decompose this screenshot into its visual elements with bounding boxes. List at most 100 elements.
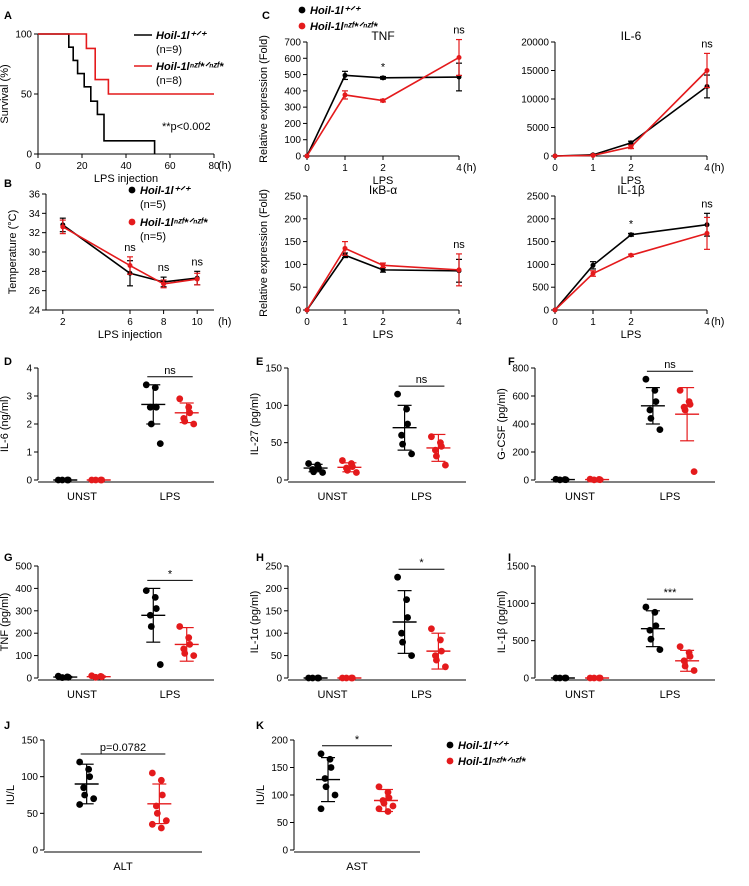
legend-n: (n=8) xyxy=(156,75,182,87)
x-tick-label: 1 xyxy=(342,163,348,174)
significance-label: ns xyxy=(701,198,713,210)
y-tick-label: 1000 xyxy=(527,260,550,271)
data-point xyxy=(646,626,654,634)
y-tick-label: 50 xyxy=(21,90,33,101)
x-tick-label: 0 xyxy=(35,161,41,172)
chart-title: IκB-α xyxy=(369,183,397,197)
x-category-label: UNST xyxy=(67,689,97,701)
x-tick-label: 1 xyxy=(590,163,596,174)
data-point xyxy=(590,271,596,277)
y-tick-label: 0 xyxy=(26,674,32,685)
y-tick-label: 0 xyxy=(276,674,282,685)
series-line xyxy=(554,69,708,157)
chart-panel-C-3: 0 5000 10000 15000 20000 0 1 2 4 (h) LPS IL-6 ns xyxy=(521,29,724,187)
significance-label: ns xyxy=(416,374,428,386)
series-line xyxy=(306,247,460,311)
data-point xyxy=(161,281,167,287)
y-tick-label: 150 xyxy=(265,364,282,375)
data-point xyxy=(190,420,198,428)
x-axis-unit: (h) xyxy=(218,160,231,172)
data-point xyxy=(162,817,170,825)
x-tick-label: 2 xyxy=(60,317,66,328)
y-axis-label: IU/L xyxy=(255,785,267,805)
series-line xyxy=(554,223,708,311)
y-tick-label: 150 xyxy=(21,736,38,747)
data-point xyxy=(690,667,698,674)
y-tick-label: 24 xyxy=(29,306,41,317)
panel-label: F xyxy=(508,356,515,368)
chart-panel-H: 0 50 100 150 200 250 IL-1α (pg/ml) UNST LPS * xyxy=(249,557,466,701)
significance-label: ns xyxy=(453,25,465,37)
x-category-label: LPS xyxy=(411,491,432,503)
legend-label: Hoil-1lⁿᶻᶠ*ᐟⁿᶻᶠ* xyxy=(310,21,378,33)
y-tick-label: 1000 xyxy=(507,599,530,610)
x-axis-unit: (h) xyxy=(711,162,724,174)
data-point xyxy=(398,431,405,439)
data-point xyxy=(628,252,634,258)
y-tick-label: 100 xyxy=(265,401,282,412)
x-tick-label: 2 xyxy=(628,163,634,174)
panel-label: C xyxy=(262,10,270,22)
legend-A: Hoil-1l⁺ᐟ⁺ (n=9) Hoil-1lⁿᶻᶠ*ᐟⁿᶻᶠ* (n=8) **p<… xyxy=(134,30,224,133)
data-point xyxy=(646,406,654,414)
y-tick-label: 0 xyxy=(32,846,38,857)
y-tick-label: 100 xyxy=(284,260,301,271)
panel-label: G xyxy=(4,552,13,564)
y-tick-label: 26 xyxy=(29,286,41,297)
x-axis-label: LPS xyxy=(373,329,394,341)
panel-label: E xyxy=(256,356,263,368)
chart-panel-D: 0 1 2 3 4 IL-6 (ng/ml) UNST LPS ns xyxy=(0,364,214,503)
y-axis-label: IL-27 (pg/ml) xyxy=(249,393,261,455)
data-point xyxy=(442,461,449,469)
data-point xyxy=(704,230,710,236)
x-tick-label: 80 xyxy=(208,161,220,172)
legend-n: (n=9) xyxy=(156,44,182,56)
data-point xyxy=(176,623,184,630)
data-point xyxy=(342,92,348,98)
y-tick-label: 500 xyxy=(532,283,549,294)
y-tick-label: 150 xyxy=(284,237,301,248)
y-tick-label: 200 xyxy=(512,448,529,459)
y-axis-label: Temperature (°C) xyxy=(7,210,19,294)
series-line xyxy=(554,232,708,311)
legend-C: Hoil-1l⁺ᐟ⁺ Hoil-1lⁿᶻᶠ*ᐟⁿᶻᶠ* xyxy=(298,5,378,33)
data-point xyxy=(146,403,154,411)
data-point xyxy=(389,802,397,810)
series-line xyxy=(38,33,214,95)
significance-label: ns xyxy=(453,239,465,251)
data-point xyxy=(676,387,684,394)
y-tick-label: 1 xyxy=(26,448,32,459)
data-point xyxy=(686,401,694,408)
data-point xyxy=(321,775,329,782)
data-point xyxy=(552,153,558,159)
x-tick-label: 0 xyxy=(552,163,558,174)
x-tick-label: 0 xyxy=(304,317,310,328)
y-tick-label: 34 xyxy=(29,209,41,220)
panel-label: I xyxy=(508,552,511,564)
data-point xyxy=(152,605,160,612)
panel-label: J xyxy=(4,720,10,732)
significance-label: ns xyxy=(664,359,676,371)
y-tick-label: 0 xyxy=(276,476,282,487)
y-tick-label: 4 xyxy=(26,364,32,375)
data-point xyxy=(194,276,200,282)
data-point xyxy=(656,426,664,433)
y-tick-label: 400 xyxy=(284,86,301,97)
x-category-label: UNST xyxy=(67,491,97,503)
y-tick-label: 36 xyxy=(29,190,41,201)
data-point xyxy=(86,773,94,781)
x-axis-label: LPS injection xyxy=(98,329,162,341)
panel-label: A xyxy=(4,10,12,22)
y-tick-label: 2500 xyxy=(527,192,550,203)
x-category-label: UNST xyxy=(318,491,348,503)
significance-label: ns xyxy=(701,38,713,50)
y-tick-label: 500 xyxy=(512,636,529,647)
y-tick-label: 600 xyxy=(284,54,301,65)
data-point xyxy=(375,805,383,813)
significance-label: * xyxy=(168,568,173,580)
chart-panel-A: 0 50 100 Survival (%) 0 20 40 60 80(h) LPS inject… xyxy=(0,30,231,186)
y-tick-label: 2000 xyxy=(527,214,550,225)
data-point xyxy=(652,398,660,405)
y-tick-label: 20000 xyxy=(521,38,549,49)
